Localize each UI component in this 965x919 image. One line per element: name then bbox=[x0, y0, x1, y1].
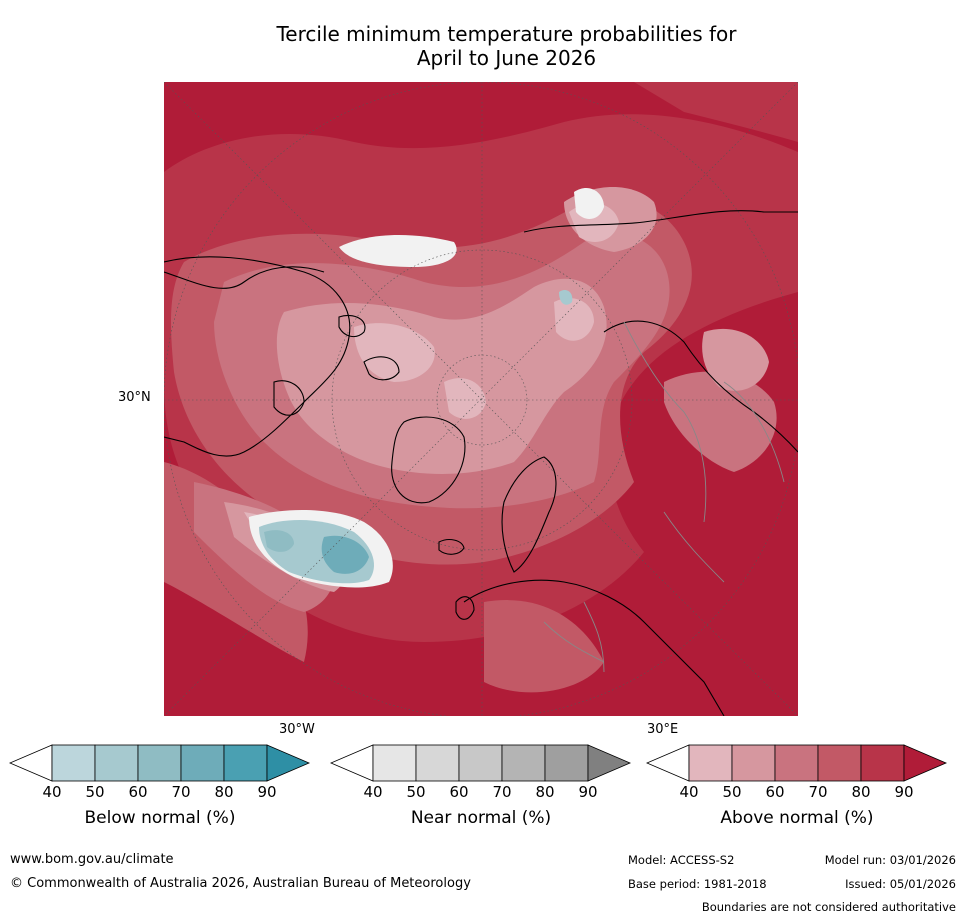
colorbar-below-tick: 60 bbox=[128, 783, 148, 801]
colorbar-above-high-extend bbox=[903, 744, 948, 782]
siberia-coast bbox=[523, 210, 798, 233]
colorbar-above-low-extend bbox=[645, 744, 690, 782]
coastlines bbox=[164, 210, 798, 716]
colorbar-near-bin-4 bbox=[501, 744, 546, 782]
meridian-2 bbox=[164, 82, 798, 716]
below-normal-area bbox=[259, 290, 573, 584]
hudson-bay-coast bbox=[273, 380, 305, 416]
colorbar-above-normal bbox=[645, 744, 948, 782]
greenland-coast bbox=[391, 416, 466, 504]
colorbar-near-tick: 60 bbox=[449, 783, 469, 801]
colorbar-below-bin-4 bbox=[180, 744, 225, 782]
footer-issued: Issued: 05/01/2026 bbox=[845, 877, 956, 891]
colorbar-above-bin-2 bbox=[731, 744, 776, 782]
colorbar-near-tick: 70 bbox=[492, 783, 512, 801]
colorbar-near-bin-1 bbox=[372, 744, 417, 782]
footer-model-run: Model run: 03/01/2026 bbox=[824, 853, 956, 867]
iceland-coast bbox=[438, 539, 465, 555]
europe-coast bbox=[463, 579, 725, 716]
footer-url[interactable]: www.bom.gov.au/climate bbox=[10, 852, 174, 867]
colorbar-near-tick: 50 bbox=[406, 783, 426, 801]
footer-disclaimer: Boundaries are not considered authoritat… bbox=[701, 900, 956, 914]
graticule bbox=[164, 82, 798, 716]
footer-base-period: Base period: 1981-2018 bbox=[628, 877, 767, 891]
colorbar-near-bin-2 bbox=[415, 744, 460, 782]
colorbar-above-bin-3 bbox=[774, 744, 819, 782]
colorbar-above-tick: 40 bbox=[679, 783, 699, 801]
colorbar-above-tick: 60 bbox=[765, 783, 785, 801]
colorbar-above-tick: 70 bbox=[808, 783, 828, 801]
colorbar-below-high-extend bbox=[266, 744, 311, 782]
footer-model: Model: ACCESS-S2 bbox=[628, 853, 735, 867]
colorbar-below-tick: 90 bbox=[257, 783, 277, 801]
colorbar-above-title: Above normal (%) bbox=[720, 808, 874, 828]
colorbar-near-title: Near normal (%) bbox=[410, 808, 552, 828]
footer-copyright: © Commonwealth of Australia 2026, Austra… bbox=[10, 876, 471, 891]
colorbar-below-bin-1 bbox=[51, 744, 96, 782]
colorbar-near-tick: 80 bbox=[535, 783, 555, 801]
colorbar-near-high-extend bbox=[587, 744, 632, 782]
map-title: Tercile minimum temperature probabilitie… bbox=[164, 22, 849, 70]
colorbar-below-tick: 40 bbox=[42, 783, 62, 801]
colorbar-below-normal bbox=[8, 744, 311, 782]
title-line-1: Tercile minimum temperature probabilitie… bbox=[276, 22, 737, 46]
colorbar-above-bin-5 bbox=[860, 744, 905, 782]
colorbar-above-bin-1 bbox=[688, 744, 733, 782]
colorbar-above-bin-4 bbox=[817, 744, 862, 782]
probability-map bbox=[164, 82, 798, 716]
colorbar-above-tick: 90 bbox=[894, 783, 914, 801]
colorbar-near-tick: 40 bbox=[363, 783, 383, 801]
longitude-label-30e: 30°E bbox=[647, 722, 679, 737]
colorbar-near-tick: 90 bbox=[578, 783, 598, 801]
scandinavia-coast bbox=[501, 456, 557, 573]
latitude-label-30n: 30°N bbox=[118, 390, 151, 405]
colorbar-below-tick: 50 bbox=[85, 783, 105, 801]
colorbar-below-tick: 70 bbox=[171, 783, 191, 801]
asia-coast bbox=[603, 320, 798, 453]
uk-coast bbox=[455, 596, 475, 620]
longitude-label-30w: 30°W bbox=[279, 722, 315, 737]
colorbar-below-bin-3 bbox=[137, 744, 182, 782]
colorbar-near-low-extend bbox=[329, 744, 374, 782]
colorbar-below-tick: 80 bbox=[214, 783, 234, 801]
title-line-2: April to June 2026 bbox=[416, 46, 597, 70]
colorbar-below-low-extend bbox=[8, 744, 53, 782]
colorbar-below-bin-2 bbox=[94, 744, 139, 782]
alaska-coast bbox=[164, 266, 325, 289]
colorbar-near-bin-5 bbox=[544, 744, 589, 782]
colorbar-below-title: Below normal (%) bbox=[84, 808, 236, 828]
colorbar-above-tick: 50 bbox=[722, 783, 742, 801]
country-borders bbox=[543, 321, 785, 673]
colorbar-below-bin-5 bbox=[223, 744, 268, 782]
north-america-coast bbox=[164, 256, 351, 457]
arctic-islands-2 bbox=[338, 314, 366, 338]
colorbar-near-bin-3 bbox=[458, 744, 503, 782]
colorbar-above-tick: 80 bbox=[851, 783, 871, 801]
colorbar-near-normal bbox=[329, 744, 632, 782]
arctic-islands bbox=[363, 356, 400, 381]
